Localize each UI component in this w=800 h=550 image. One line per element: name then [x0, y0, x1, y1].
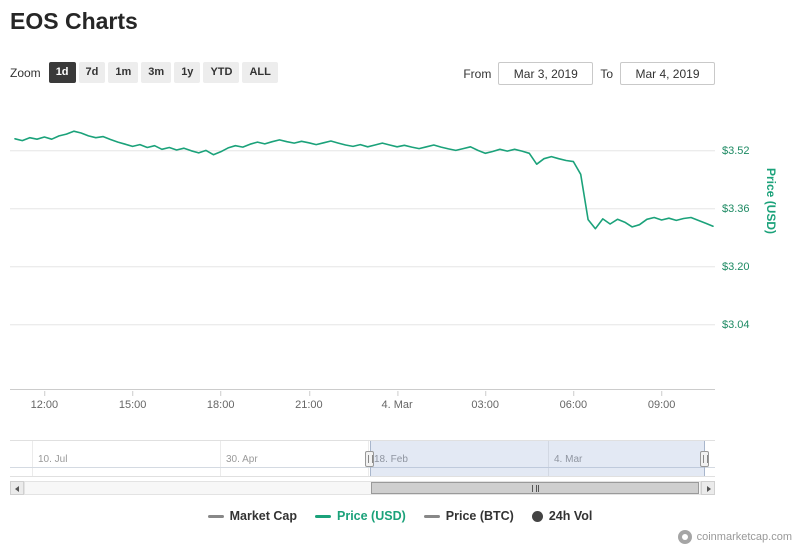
- page-title: EOS Charts: [10, 8, 138, 34]
- zoom-button-1m[interactable]: 1m: [108, 62, 139, 83]
- price-chart-svg[interactable]: [10, 100, 715, 390]
- navigator-gridline: [548, 441, 549, 476]
- scrollbar-right-arrow-button[interactable]: [701, 481, 715, 495]
- price-usd-series-line: [14, 130, 714, 230]
- scrollbar-track[interactable]: [24, 481, 701, 495]
- watermark: coinmarketcap.com: [677, 530, 792, 544]
- navigator-right-handle[interactable]: [700, 451, 709, 467]
- scrollbar-thumb[interactable]: [371, 482, 699, 494]
- x-axis-tick-label: 4. Mar: [382, 391, 413, 411]
- y-axis-tick-label: $3.04: [722, 319, 750, 331]
- legend-label: Price (BTC): [445, 509, 514, 523]
- legend-label: 24h Vol: [548, 509, 593, 523]
- circle-swatch-icon: [531, 510, 543, 522]
- from-label: From: [463, 66, 492, 81]
- y-axis-tick-label: $3.36: [722, 203, 750, 215]
- navigator-left-handle[interactable]: [365, 451, 374, 467]
- navigator-gridline: [220, 441, 221, 476]
- x-axis-tick-label: 15:00: [119, 391, 146, 411]
- navigator-label: 18. Feb: [374, 454, 408, 465]
- x-axis-tick-label: 06:00: [560, 391, 587, 411]
- x-axis-tick-label: 03:00: [471, 391, 499, 411]
- zoom-button-1y[interactable]: 1y: [174, 62, 201, 83]
- line-swatch-icon: [423, 514, 440, 518]
- navigator-gridline: [32, 441, 33, 476]
- x-axis-tick-label: 18:00: [207, 391, 234, 411]
- legend-item-price-btc[interactable]: Price (BTC): [423, 509, 514, 523]
- scrollbar[interactable]: [10, 481, 715, 495]
- navigator-label: 10. Jul: [38, 454, 68, 465]
- y-axis-tick-label: $3.20: [722, 261, 750, 273]
- to-date-input[interactable]: [620, 62, 715, 85]
- zoom-button-ytd[interactable]: YTD: [203, 62, 240, 83]
- chart-legend: Market Cap Price (USD) Price (BTC) 24h V…: [0, 509, 800, 523]
- navigator-selection[interactable]: [370, 441, 705, 476]
- x-axis-tick-label: 09:00: [648, 391, 675, 411]
- navigator[interactable]: 10. Jul 30. Apr 18. Feb 4. Mar: [10, 440, 715, 477]
- y-axis-tick-label: $3.52: [722, 145, 750, 157]
- right-arrow-icon: [707, 486, 711, 492]
- date-range-controls: From To: [463, 62, 715, 85]
- line-swatch-icon: [207, 514, 224, 518]
- zoom-label: Zoom: [10, 65, 41, 80]
- x-axis-tick-label: 21:00: [295, 391, 323, 411]
- zoom-button-7d[interactable]: 7d: [78, 62, 106, 83]
- navigator-label: 30. Apr: [226, 454, 258, 465]
- y-axis-title: Price (USD): [764, 168, 778, 235]
- line-swatch-icon: [315, 514, 331, 518]
- scrollbar-left-arrow-button[interactable]: [10, 481, 24, 495]
- from-date-input[interactable]: [498, 62, 594, 85]
- y-axis: $3.52 $3.36 $3.20 $3.04: [722, 100, 770, 390]
- x-axis: 12:00 15:00 18:00 21:00 4. Mar 03:00 06:00 09:0…: [10, 391, 715, 413]
- legend-label: Market Cap: [229, 509, 297, 523]
- legend-item-market-cap[interactable]: Market Cap: [207, 509, 297, 523]
- left-arrow-icon: [15, 486, 19, 492]
- navigator-sparkline: [10, 467, 715, 468]
- legend-item-price-usd[interactable]: Price (USD): [315, 509, 406, 523]
- scrollbar-grip-icon: [531, 484, 539, 492]
- zoom-button-1d[interactable]: 1d: [48, 62, 76, 83]
- coinmarketcap-logo-icon: [677, 530, 692, 544]
- legend-item-24h-vol[interactable]: 24h Vol: [531, 509, 593, 523]
- to-label: To: [600, 66, 613, 81]
- price-chart-plot-area[interactable]: [10, 100, 715, 390]
- navigator-label: 4. Mar: [554, 454, 583, 465]
- zoom-toolbar: Zoom 1d 7d 1m 3m 1y YTD ALL: [10, 62, 278, 83]
- zoom-button-3m[interactable]: 3m: [141, 62, 172, 83]
- watermark-text: coinmarketcap.com: [696, 531, 792, 543]
- zoom-button-all[interactable]: ALL: [242, 62, 278, 83]
- x-axis-tick-label: 12:00: [31, 391, 58, 411]
- legend-label: Price (USD): [337, 509, 406, 523]
